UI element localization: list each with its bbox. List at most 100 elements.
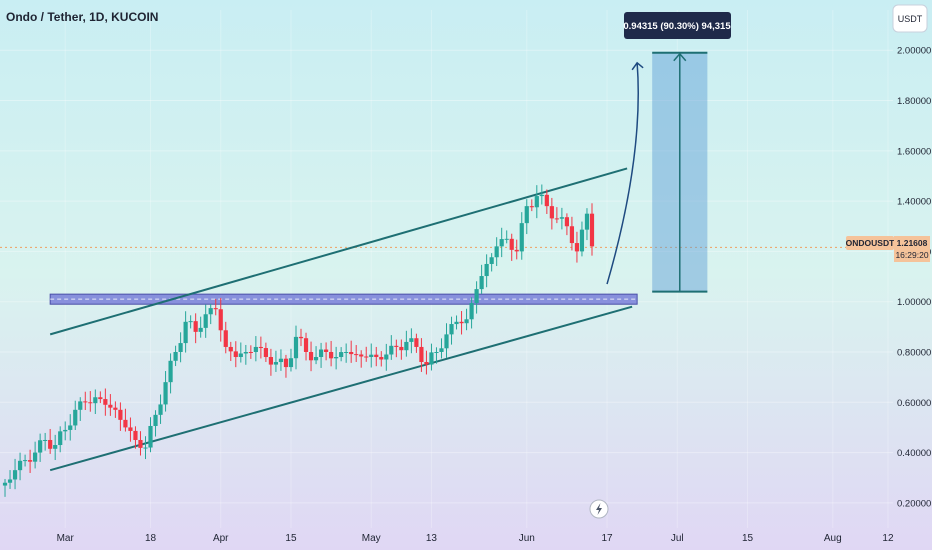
candle-body <box>53 445 58 449</box>
y-tick-label: 0.40000 <box>897 448 931 459</box>
candle <box>298 328 304 347</box>
candle <box>73 400 78 431</box>
candle-body <box>273 362 279 365</box>
candle <box>464 308 469 331</box>
candle-body <box>369 354 374 358</box>
currency-button-label: USDT <box>898 14 923 24</box>
candle-body <box>499 239 504 247</box>
candle-body <box>163 382 168 405</box>
channel-lower-line[interactable] <box>49 305 633 472</box>
candle <box>158 394 163 424</box>
candle <box>474 281 479 314</box>
candle <box>168 353 173 394</box>
candle <box>288 348 294 372</box>
y-tick-label: 0.20000 <box>897 498 931 509</box>
candle-body <box>384 354 389 360</box>
replay-button[interactable] <box>589 499 609 519</box>
candle-body <box>464 319 469 324</box>
candle-body <box>173 351 178 361</box>
candle-body <box>504 238 509 240</box>
candle-body <box>404 341 409 351</box>
candle <box>349 340 354 363</box>
candle-body <box>228 346 233 352</box>
candle <box>524 199 529 235</box>
candle-body <box>323 349 329 352</box>
candle-body <box>12 470 18 480</box>
candle-body <box>138 439 143 448</box>
candle-body <box>108 404 113 408</box>
candle <box>414 333 419 353</box>
candle-body <box>374 354 379 358</box>
candle-body <box>439 348 444 352</box>
candle-body <box>409 338 414 342</box>
candle-body <box>308 351 314 361</box>
candle-body <box>569 226 575 244</box>
candle-body <box>223 330 228 347</box>
candle <box>574 231 580 263</box>
measure-label[interactable]: 0.94315 (90.30%) 94,315 <box>623 12 731 39</box>
chart-title: Ondo / Tether, 1D, KUCOIN <box>6 10 158 24</box>
candle <box>444 323 449 358</box>
candle-body <box>364 356 369 358</box>
candle <box>248 345 253 359</box>
candle <box>218 297 223 342</box>
candle <box>17 452 23 481</box>
candle-body <box>78 401 83 410</box>
candle <box>63 421 68 441</box>
currency-button[interactable]: USDT <box>892 4 928 33</box>
candle-body <box>238 353 243 358</box>
candle <box>253 336 258 362</box>
candle <box>459 311 464 335</box>
candle-body <box>22 460 28 462</box>
y-tick-label: 0.60000 <box>897 398 931 409</box>
candle-body <box>484 263 489 277</box>
candle <box>233 341 238 368</box>
candle <box>183 311 188 353</box>
candle-body <box>193 321 198 332</box>
candle-body <box>153 414 158 426</box>
channel-upper-line[interactable] <box>49 167 628 336</box>
candle-body <box>414 338 419 347</box>
price-tag-countdown: 16:29:20 <box>895 250 928 260</box>
candle <box>12 458 18 490</box>
projection-arrow[interactable] <box>606 62 639 285</box>
x-tick-label: Jun <box>519 533 535 544</box>
candle-body <box>98 397 103 400</box>
candle <box>529 199 534 212</box>
candle <box>48 428 53 454</box>
candle-body <box>579 229 585 252</box>
candle-body <box>434 351 439 353</box>
x-axis[interactable]: Mar 18 Apr 15 May 13 Jun 17 Jul 15 Aug 12 <box>57 533 894 544</box>
candle-body <box>43 439 48 441</box>
x-tick-label: 13 <box>426 533 438 544</box>
candle-body <box>334 357 339 359</box>
candle <box>424 350 429 375</box>
target-measure[interactable] <box>652 51 708 293</box>
y-tick-label: 1.00000 <box>897 297 931 308</box>
candle-body <box>123 419 128 428</box>
candle <box>163 371 168 412</box>
candle-body <box>258 346 263 349</box>
candle-body <box>429 352 434 365</box>
candle-body <box>198 327 203 332</box>
candle <box>128 417 133 442</box>
candle-body <box>168 360 173 383</box>
candle-body <box>143 447 148 449</box>
candle-body <box>329 351 334 359</box>
candle-body <box>233 351 238 358</box>
x-tick-label: Aug <box>824 533 842 544</box>
candle <box>489 253 494 272</box>
candle-body <box>303 338 309 352</box>
candle <box>228 341 233 362</box>
candle <box>83 391 88 411</box>
x-tick-label: 18 <box>145 533 157 544</box>
candle <box>283 354 289 378</box>
x-tick-label: Jul <box>671 533 684 544</box>
resistance-zone[interactable] <box>49 293 638 305</box>
candle <box>323 342 329 361</box>
candle <box>43 432 48 451</box>
candle-body <box>494 246 499 258</box>
candle-body <box>469 303 474 320</box>
